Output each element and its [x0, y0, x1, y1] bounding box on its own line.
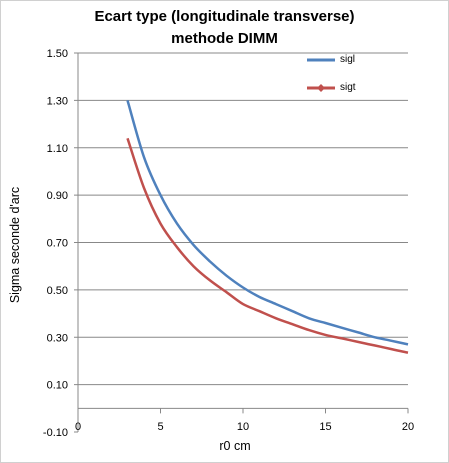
y-tick-label: -0.10: [43, 427, 68, 439]
chart-title-line-2: methode DIMM: [171, 30, 278, 47]
x-tick-label: 5: [157, 421, 163, 433]
y-axis-label: Sigma seconde d'arc: [8, 186, 22, 304]
y-tick-label: 0.70: [47, 238, 68, 250]
y-tick-label: 1.10: [47, 143, 68, 155]
y-tick-label: 0.50: [47, 285, 68, 297]
gridlines: [78, 52, 408, 386]
x-tick-label: 10: [237, 421, 249, 433]
legend-label-sigt: sigt: [340, 82, 356, 93]
y-tick-label: 0.30: [47, 332, 68, 344]
y-tick-label: 1.30: [47, 95, 68, 107]
y-tick-label: 0.90: [47, 190, 68, 202]
legend-marker-sigt: [317, 84, 325, 92]
legend-swatch-sigt: [307, 84, 335, 92]
x-tick-label: 20: [402, 421, 414, 433]
chart-title-line-1: Ecart type (longitudinale transverse): [94, 8, 355, 25]
series-line-sigt: [126, 137, 409, 354]
series-lines: [126, 100, 409, 354]
legend-swatch-sigl: [307, 58, 335, 62]
series-line-sigl: [126, 100, 409, 346]
x-tick-label: 0: [75, 421, 81, 433]
y-tick-label: 1.50: [47, 48, 68, 60]
x-tick-label: 15: [319, 421, 331, 433]
axes: [74, 52, 409, 433]
y-tick-label: 0.10: [47, 380, 68, 392]
legend-label-sigl: sigl: [340, 54, 356, 65]
tick-labels: -0.10 0.10 0.30 0.50 0.70 0.90 1.10 1.30 1.50 0 5 1…: [43, 48, 414, 439]
x-axis-label: r0 cm: [219, 439, 251, 453]
